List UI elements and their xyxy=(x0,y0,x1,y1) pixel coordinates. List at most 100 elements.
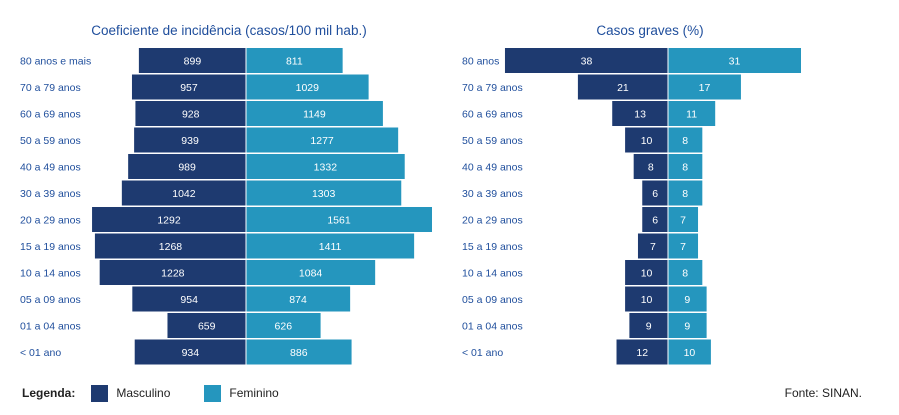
incidence-pyramid: 80 anos e mais 899 811 70 a 79 anos 957 1029 6… xyxy=(20,48,432,365)
severe-bar-male xyxy=(612,101,668,126)
severe-age-label: 30 a 39 anos xyxy=(462,188,523,200)
severe-bar-female xyxy=(668,154,703,179)
incidence-age-label: 15 a 19 anos xyxy=(20,241,81,253)
incidence-value-female: 874 xyxy=(289,294,307,306)
severe-value-male: 10 xyxy=(641,294,653,306)
severe-bar-male xyxy=(637,233,668,259)
incidence-bar-female xyxy=(246,313,321,338)
incidence-value-male: 939 xyxy=(181,135,199,147)
incidence-bar-female xyxy=(246,286,351,312)
legend-item-female: Feminino xyxy=(204,384,279,402)
incidence-age-label: 10 a 14 anos xyxy=(20,268,81,280)
incidence-age-label: 30 a 39 anos xyxy=(20,188,81,200)
incidence-bar-female xyxy=(246,260,376,285)
incidence-value-female: 1332 xyxy=(314,162,338,174)
severe-age-label: 20 a 29 anos xyxy=(462,215,523,227)
incidence-value-male: 1268 xyxy=(159,241,183,253)
incidence-value-female: 1303 xyxy=(312,188,336,200)
incidence-age-label: < 01 ano xyxy=(20,347,61,359)
severe-bar-female xyxy=(668,233,699,259)
severe-value-female: 8 xyxy=(682,188,688,200)
severe-value-male: 10 xyxy=(641,135,653,147)
severe-bar-male xyxy=(633,154,668,179)
legend-swatch-male xyxy=(91,384,109,402)
severe-value-male: 38 xyxy=(581,56,593,68)
severe-value-female: 17 xyxy=(699,82,711,94)
incidence-value-female: 1029 xyxy=(296,82,320,94)
severe-bar-female xyxy=(668,74,741,100)
incidence-value-male: 928 xyxy=(182,109,200,121)
incidence-age-label: 05 a 09 anos xyxy=(20,294,81,306)
incidence-bar-male xyxy=(134,339,246,365)
incidence-value-male: 989 xyxy=(178,162,196,174)
legend-title: Legenda: xyxy=(22,386,76,400)
severe-age-label: 01 a 04 anos xyxy=(462,321,523,333)
severe-bar-female xyxy=(668,286,707,312)
severe-age-label: 10 a 14 anos xyxy=(462,268,523,280)
incidence-bar-female xyxy=(246,180,402,206)
incidence-bar-male xyxy=(92,207,247,232)
severe-value-female: 8 xyxy=(682,162,688,174)
incidence-bar-male xyxy=(131,74,246,100)
incidence-value-female: 1561 xyxy=(327,215,351,227)
severe-bar-female xyxy=(668,180,703,206)
incidence-bar-male xyxy=(99,260,247,285)
incidence-bar-female xyxy=(246,339,352,365)
severe-value-male: 13 xyxy=(634,109,646,121)
incidence-bar-female xyxy=(246,154,405,179)
incidence-age-label: 20 a 29 anos xyxy=(20,215,81,227)
severe-age-label: 05 a 09 anos xyxy=(462,294,523,306)
incidence-chart-title: Coeficiente de incidência (casos/100 mil… xyxy=(91,23,366,38)
severe-bar-male xyxy=(616,339,668,365)
incidence-age-label: 70 a 79 anos xyxy=(20,82,81,94)
incidence-age-label: 80 anos e mais xyxy=(20,56,91,68)
severe-value-male: 9 xyxy=(646,321,652,333)
severe-bar-female xyxy=(668,207,699,232)
severe-bar-male xyxy=(629,313,668,338)
severe-bar-male xyxy=(625,127,668,153)
legend-label-male: Masculino xyxy=(116,386,171,400)
incidence-bar-female xyxy=(246,207,432,232)
legend-label-female: Feminino xyxy=(229,386,279,400)
severe-value-female: 7 xyxy=(680,215,686,227)
severe-age-label: 80 anos xyxy=(462,56,499,68)
incidence-bar-male xyxy=(167,313,246,338)
severe-bar-female xyxy=(668,339,711,365)
severe-age-label: 40 a 49 anos xyxy=(462,162,523,174)
incidence-value-female: 1411 xyxy=(319,241,342,253)
severe-bar-female xyxy=(668,313,707,338)
severe-value-male: 10 xyxy=(641,268,653,280)
incidence-age-label: 40 a 49 anos xyxy=(20,162,81,174)
incidence-value-male: 1292 xyxy=(157,215,181,227)
incidence-value-female: 811 xyxy=(286,56,303,68)
incidence-value-male: 954 xyxy=(180,294,198,306)
incidence-age-label: 60 a 69 anos xyxy=(20,109,81,121)
incidence-bar-female xyxy=(246,74,369,100)
severe-age-label: 70 a 79 anos xyxy=(462,82,523,94)
severe-bar-female xyxy=(668,127,703,153)
incidence-value-male: 899 xyxy=(184,56,202,68)
severe-value-male: 8 xyxy=(648,162,654,174)
incidence-age-label: 01 a 04 anos xyxy=(20,321,81,333)
severe-value-male: 21 xyxy=(617,82,629,94)
severe-bar-male xyxy=(642,207,668,232)
incidence-bar-female xyxy=(246,127,399,153)
severe-value-male: 6 xyxy=(652,188,658,200)
severe-value-female: 10 xyxy=(684,347,696,359)
severe-bar-female xyxy=(668,260,703,285)
severe-bar-female xyxy=(668,101,716,126)
incidence-value-male: 659 xyxy=(198,321,216,333)
severe-chart-title: Casos graves (%) xyxy=(596,23,703,38)
severe-bar-male xyxy=(577,74,668,100)
legend-swatch-female xyxy=(204,384,222,402)
incidence-value-male: 1042 xyxy=(172,188,196,200)
incidence-value-female: 626 xyxy=(275,321,293,333)
incidence-bar-female xyxy=(246,233,415,259)
severe-cases-pyramid: 80 anos 38 31 70 a 79 anos 21 17 60 a 69 anos 1… xyxy=(462,48,801,365)
source-note: Fonte: SINAN. xyxy=(784,386,862,400)
severe-value-female: 31 xyxy=(729,56,741,68)
severe-value-female: 11 xyxy=(686,109,697,121)
incidence-bar-female xyxy=(246,101,383,126)
severe-value-female: 9 xyxy=(684,321,690,333)
